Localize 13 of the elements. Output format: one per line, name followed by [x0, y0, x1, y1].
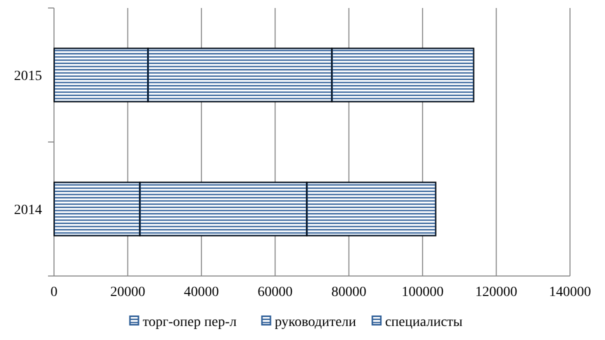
legend-label: специалисты	[385, 315, 464, 330]
y-tick-label: 2015	[14, 68, 42, 84]
x-tick-label: 120000	[475, 285, 518, 300]
x-tick-label: 140000	[549, 285, 591, 300]
x-tick-label: 0	[50, 285, 58, 300]
y-tick-label: 2014	[14, 202, 42, 218]
legend-label: руководители	[274, 315, 357, 330]
x-tick-label: 60000	[258, 285, 293, 300]
x-tick-label: 100000	[402, 285, 444, 300]
x-tick-label: 20000	[110, 285, 146, 300]
legend-label: торг-опер пер-л	[142, 315, 237, 330]
x-tick-label: 80000	[331, 285, 366, 300]
x-tick-label: 40000	[184, 285, 219, 300]
